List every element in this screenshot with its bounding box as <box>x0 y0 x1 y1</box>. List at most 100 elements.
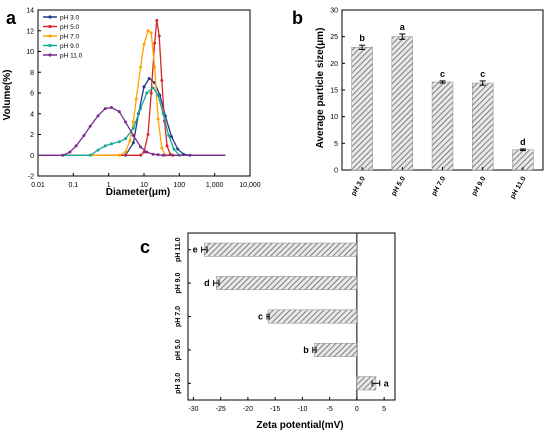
panel-a-data-point <box>151 86 155 90</box>
panel-b-bar <box>512 149 534 171</box>
panel-a-data-point <box>153 41 157 45</box>
panel-a-data-point <box>139 65 143 69</box>
legend-label: pH 11.0 <box>60 53 83 60</box>
panel-a-data-point <box>156 153 160 157</box>
panel-b-label: b <box>292 8 303 28</box>
panel-a-data-point <box>131 126 135 130</box>
panel-a-x-tick-label: 10,000 <box>239 182 261 189</box>
panel-a-data-point <box>161 112 165 116</box>
panel-a-data-point <box>172 147 176 151</box>
panel-c-x-tick-label: 5 <box>382 406 386 413</box>
panel-a-data-point <box>82 134 86 138</box>
panel-b-bar <box>351 47 373 171</box>
panel-a-data-point <box>96 148 100 152</box>
panel-a-x-tick-label: 1 <box>107 182 111 189</box>
panel-a-series-line <box>38 77 226 156</box>
panel-a-x-tick-label: 1,000 <box>206 182 224 189</box>
panel-a-data-point <box>117 140 121 144</box>
panel-c-significance-letter: d <box>204 278 210 288</box>
panel-b-bar <box>431 81 454 171</box>
panel-a-data-point <box>156 93 160 97</box>
panel-a-data-point <box>157 34 161 38</box>
panel-a-data-point <box>103 107 107 111</box>
legend-marker <box>48 24 52 29</box>
panel-a-data-point <box>96 114 100 118</box>
panel-b-y-tick-label: 0 <box>334 168 338 175</box>
panel-c-y-tick-label: pH 3.0 <box>175 373 182 394</box>
panel-c-x-tick-label: -25 <box>216 406 226 413</box>
legend-label: pH 7.0 <box>60 34 80 41</box>
panel-a-data-point <box>117 153 121 157</box>
panel-c-x-tick-label: -5 <box>327 406 333 413</box>
panel-a-data-point <box>124 120 128 124</box>
panel-a-data-point <box>146 29 150 33</box>
panel-b-x-tick-label: pH 9.0 <box>471 175 488 197</box>
panel-b-x-tick-label: pH 11.0 <box>509 175 527 200</box>
panel-c-bar <box>314 342 358 357</box>
panel-a-y-tick-label: 6 <box>30 91 34 98</box>
panel-a-data-point <box>131 134 135 138</box>
panel-c-y-tick-label: pH 5.0 <box>175 339 182 360</box>
panel-b-y-tick-label: 15 <box>330 88 338 95</box>
panel-a-label: a <box>6 8 17 28</box>
panel-c-x-tick-label: -10 <box>297 406 307 413</box>
panel-a-data-point <box>109 142 113 146</box>
panel-a-data-point <box>109 106 113 110</box>
panel-a-y-tick-label: 10 <box>26 49 34 56</box>
legend-marker <box>48 15 52 19</box>
panel-c: c Zeta potential(mV) -30 -25 -20 -15 -10 -5 0 5… <box>140 232 396 431</box>
panel-a-data-point <box>169 135 173 139</box>
panel-a-y-tick-label: 2 <box>30 132 34 139</box>
panel-c-y-tick-label: pH 7.0 <box>175 306 182 327</box>
panel-a-x-tick-label: 0.1 <box>68 182 78 189</box>
panel-a-data-point <box>61 153 65 157</box>
panel-a-y-tick-label: 8 <box>30 70 34 77</box>
panel-b-significance-letter: c <box>440 69 445 79</box>
panel-b-y-tick-label: 30 <box>330 8 338 15</box>
panel-a-data-point <box>153 65 157 69</box>
panel-a-x-tick-label: 100 <box>173 182 185 189</box>
panel-a-data-point <box>149 31 153 35</box>
legend-marker <box>48 34 52 38</box>
panel-a-data-point <box>88 153 92 157</box>
panel-a-data-point <box>128 139 132 143</box>
panel-a-series-line <box>38 106 226 156</box>
panel-b-bar <box>391 36 414 171</box>
panel-a-data-point <box>124 150 128 154</box>
panel-b-significance-letter: a <box>400 22 406 32</box>
panel-a-data-point <box>160 146 164 150</box>
panel-a-data-point <box>142 42 146 46</box>
panel-c-significance-letter: a <box>384 378 390 388</box>
panel-b-x-tick-label: pH 5.0 <box>390 175 407 197</box>
panel-a-y-tick-label: 12 <box>26 28 34 35</box>
panel-a-data-point <box>124 137 128 141</box>
panel-a-data-point <box>134 97 138 101</box>
panel-a-y-tick-label: 4 <box>30 111 34 118</box>
panel-b-y-axis-label: Average particle size(μm) <box>315 28 326 149</box>
panel-b-y-tick-label: 10 <box>330 114 338 121</box>
panel-c-bar <box>204 242 358 257</box>
panel-c-y-tick-label: pH 9.0 <box>175 272 182 293</box>
panel-a-data-point <box>176 147 180 151</box>
legend-marker <box>48 43 52 48</box>
panel-b-bar <box>471 82 494 171</box>
panel-b-y-tick-label: 5 <box>334 141 338 148</box>
panel-a-data-point <box>145 91 149 95</box>
panel-a-x-tick-label: 10 <box>140 182 148 189</box>
legend-label: pH 3.0 <box>60 15 80 22</box>
panel-a-data-point <box>88 124 92 128</box>
panel-b: b Average particle size(μm) 0 5 10 15 20 25 30… <box>292 8 544 200</box>
panel-a-data-point <box>142 85 146 89</box>
panel-c-significance-letter: c <box>258 312 263 322</box>
panel-b-x-tick-label: pH 7.0 <box>431 175 448 197</box>
panel-a-data-point <box>161 153 165 157</box>
panel-a-data-point <box>151 152 155 156</box>
legend-label: pH 9.0 <box>60 43 80 50</box>
panel-c-y-tick-label: pH 11.0 <box>175 237 182 262</box>
panel-a-x-tick-label: 0.01 <box>31 182 45 189</box>
panel-a-data-point <box>155 18 159 22</box>
panel-a-data-point <box>131 120 135 124</box>
panel-a-y-tick-label: 0 <box>30 153 34 160</box>
panel-a-data-point <box>146 133 150 136</box>
panel-c-bar <box>216 276 358 291</box>
